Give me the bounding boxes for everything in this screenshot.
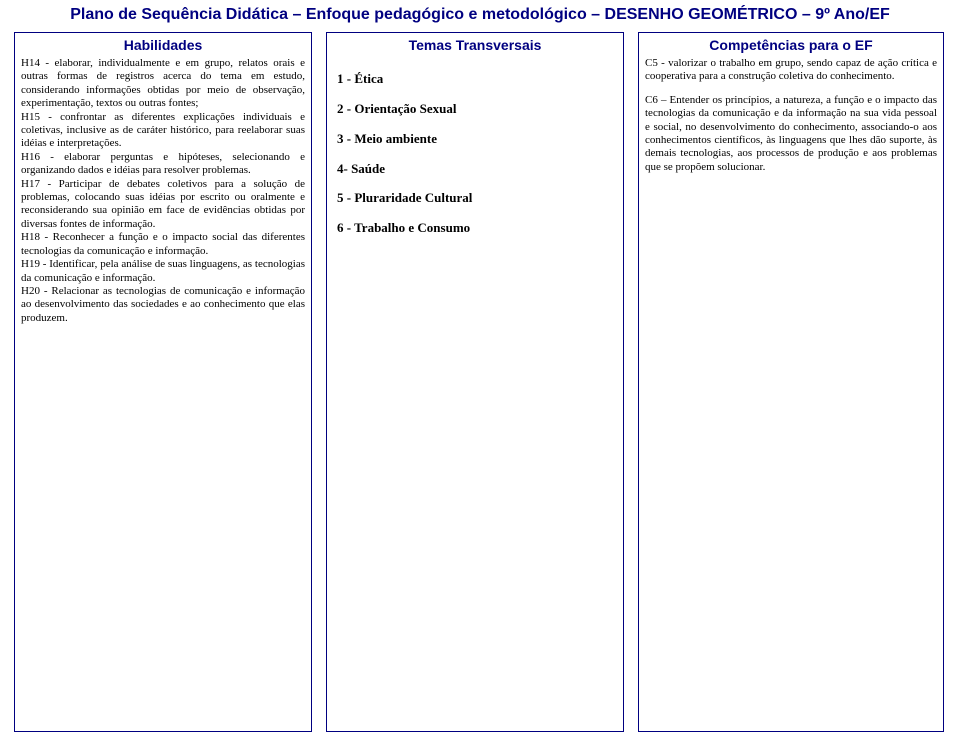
habilidade-h15: H15 - confrontar as diferentes explicaçõ… xyxy=(21,111,305,151)
habilidade-h14: H14 - elaborar, individualmente e em gru… xyxy=(21,57,305,111)
col-temas-header: Temas Transversais xyxy=(327,33,623,55)
competencia-c6: C6 – Entender os princípios, a natureza,… xyxy=(645,94,937,174)
habilidade-h18: H18 - Reconhecer a função e o impacto so… xyxy=(21,231,305,258)
columns-row: Habilidades H14 - elaborar, individualme… xyxy=(0,32,960,732)
col-temas: Temas Transversais 1 - Ética 2 - Orienta… xyxy=(326,32,624,732)
tema-2: 2 - Orientação Sexual xyxy=(337,101,617,117)
tema-4: 4- Saúde xyxy=(337,161,617,177)
competencia-c5: C5 - valorizar o trabalho em grupo, send… xyxy=(645,57,937,84)
tema-6: 6 - Trabalho e Consumo xyxy=(337,220,617,236)
col-habilidades-body: H14 - elaborar, individualmente e em gru… xyxy=(15,55,311,331)
col-competencias-header: Competências para o EF xyxy=(639,33,943,55)
col-competencias-body: C5 - valorizar o trabalho em grupo, send… xyxy=(639,55,943,190)
tema-1: 1 - Ética xyxy=(337,71,617,87)
col-habilidades-header: Habilidades xyxy=(15,33,311,55)
col-temas-body: 1 - Ética 2 - Orientação Sexual 3 - Meio… xyxy=(327,55,623,242)
habilidade-h17: H17 - Participar de debates coletivos pa… xyxy=(21,178,305,232)
col-habilidades: Habilidades H14 - elaborar, individualme… xyxy=(14,32,312,732)
habilidade-h16: H16 - elaborar perguntas e hipóteses, se… xyxy=(21,151,305,178)
tema-3: 3 - Meio ambiente xyxy=(337,131,617,147)
habilidade-h20: H20 - Relacionar as tecnologias de comun… xyxy=(21,285,305,325)
habilidade-h19: H19 - Identificar, pela análise de suas … xyxy=(21,258,305,285)
col-competencias: Competências para o EF C5 - valorizar o … xyxy=(638,32,944,732)
page-title: Plano de Sequência Didática – Enfoque pe… xyxy=(0,0,960,32)
tema-5: 5 - Pluraridade Cultural xyxy=(337,190,617,206)
